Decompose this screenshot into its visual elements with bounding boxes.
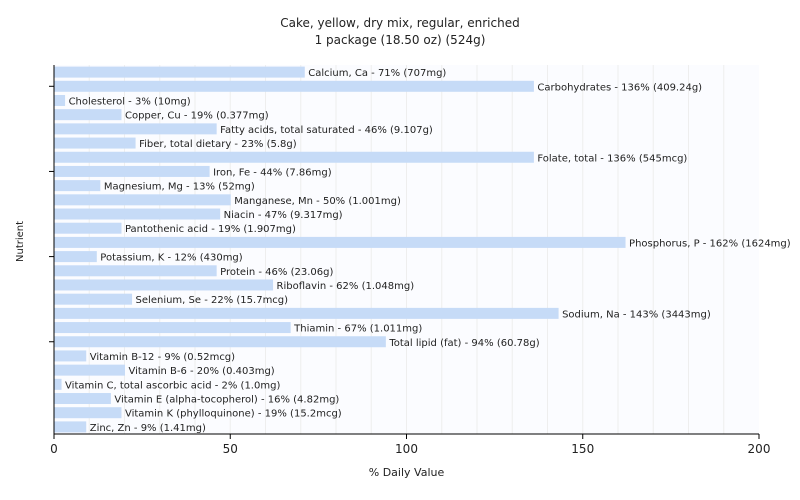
bar	[54, 180, 101, 192]
bar	[54, 194, 231, 206]
x-tick-label: 50	[223, 442, 238, 456]
bar-label: Niacin - 47% (9.317mg)	[224, 210, 343, 221]
bar	[54, 208, 221, 220]
bar-label: Vitamin E (alpha-tocopherol) - 16% (4.82…	[114, 395, 339, 406]
bar	[54, 265, 217, 277]
x-tick-label: 200	[748, 442, 771, 456]
bar-label: Cholesterol - 3% (10mg)	[69, 96, 191, 107]
bar-label: Selenium, Se - 22% (15.7mcg)	[136, 295, 289, 306]
bar-label: Manganese, Mn - 50% (1.001mg)	[234, 196, 401, 207]
bar-label: Sodium, Na - 143% (3443mg)	[562, 309, 711, 320]
bar-label: Vitamin C, total ascorbic acid - 2% (1.0…	[65, 380, 280, 391]
bar	[54, 336, 386, 348]
bar	[54, 322, 291, 334]
bar-label: Calcium, Ca - 71% (707mg)	[308, 68, 446, 79]
bar-label: Folate, total - 136% (545mcg)	[537, 153, 687, 164]
bar	[54, 165, 210, 177]
bar-label: Pantothenic acid - 19% (1.907mg)	[125, 224, 296, 235]
chart-subtitle: 1 package (18.50 oz) (524g)	[314, 33, 486, 47]
bar-label: Vitamin B-6 - 20% (0.403mg)	[129, 366, 275, 377]
bar	[54, 350, 87, 362]
bar	[54, 222, 122, 234]
bar	[54, 236, 626, 248]
bar-label: Fatty acids, total saturated - 46% (9.10…	[220, 125, 433, 136]
bar	[54, 251, 97, 263]
bar-label: Fiber, total dietary - 23% (5.8g)	[139, 139, 297, 150]
bar	[54, 407, 122, 419]
bar	[54, 378, 62, 390]
bar-label: Thiamin - 67% (1.011mg)	[293, 324, 422, 335]
bar	[54, 293, 133, 305]
bar	[54, 109, 122, 121]
bar	[54, 364, 125, 376]
bar-label: Potassium, K - 12% (430mg)	[100, 253, 242, 264]
bar	[54, 66, 305, 78]
bar-label: Carbohydrates - 136% (409.24g)	[537, 82, 702, 93]
bar	[54, 279, 274, 291]
bar-label: Vitamin K (phylloquinone) - 19% (15.2mcg…	[125, 409, 342, 420]
bar	[54, 421, 87, 433]
bar	[54, 137, 136, 149]
bar-label: Vitamin B-12 - 9% (0.52mcg)	[90, 352, 235, 363]
bar-label: Riboflavin - 62% (1.048mg)	[277, 281, 415, 292]
bar	[54, 393, 111, 405]
bar	[54, 123, 217, 135]
chart-title: Cake, yellow, dry mix, regular, enriched	[280, 16, 520, 30]
bar-label: Copper, Cu - 19% (0.377mg)	[125, 111, 269, 122]
bar	[54, 151, 534, 163]
bar-label: Phosphorus, P - 162% (1624mg)	[629, 238, 791, 249]
bar	[54, 94, 66, 106]
bar-label: Protein - 46% (23.06g)	[220, 267, 333, 278]
bar	[54, 80, 534, 92]
x-tick-label: 0	[50, 442, 58, 456]
bar-label: Iron, Fe - 44% (7.86mg)	[213, 167, 332, 178]
y-axis-label: Nutrient	[15, 220, 26, 262]
bar-label: Zinc, Zn - 9% (1.41mg)	[90, 423, 206, 434]
x-tick-label: 100	[395, 442, 418, 456]
bar	[54, 307, 559, 319]
x-tick-label: 150	[571, 442, 594, 456]
bar-label: Total lipid (fat) - 94% (60.78g)	[388, 338, 539, 349]
bar-label: Magnesium, Mg - 13% (52mg)	[104, 182, 255, 193]
x-axis-label: % Daily Value	[368, 466, 445, 479]
